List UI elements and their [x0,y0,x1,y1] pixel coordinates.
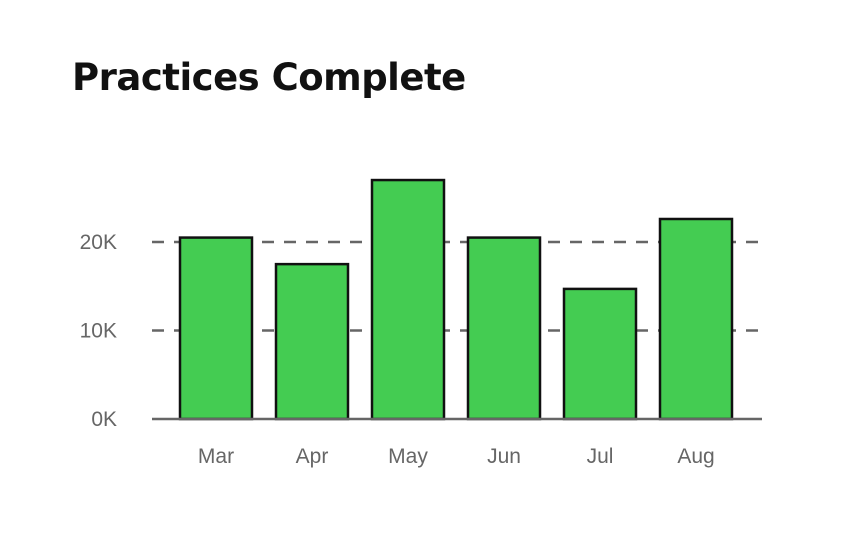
bar-jul [562,287,638,421]
x-tick-label: Mar [198,445,234,468]
x-tick-label: Aug [677,445,714,468]
y-tick-label: 20K [80,231,117,254]
x-tick-labels: Mar Apr May Jun Jul Aug [198,445,715,468]
y-tick-label: 10K [80,320,117,343]
bar-jun [466,236,542,421]
x-tick-label: Jun [487,445,521,468]
bar-aug [658,217,734,421]
chart-title: Practices Complete [72,56,466,99]
y-tick-label: 0K [91,408,117,431]
y-tick-labels: 0K 10K 20K [80,231,117,431]
bar-apr [274,262,350,421]
bar-mar [178,236,254,421]
x-tick-label: May [388,445,428,468]
bar-may [370,178,446,421]
bars [178,178,734,421]
x-tick-label: Apr [296,445,329,468]
x-tick-label: Jul [587,445,614,468]
